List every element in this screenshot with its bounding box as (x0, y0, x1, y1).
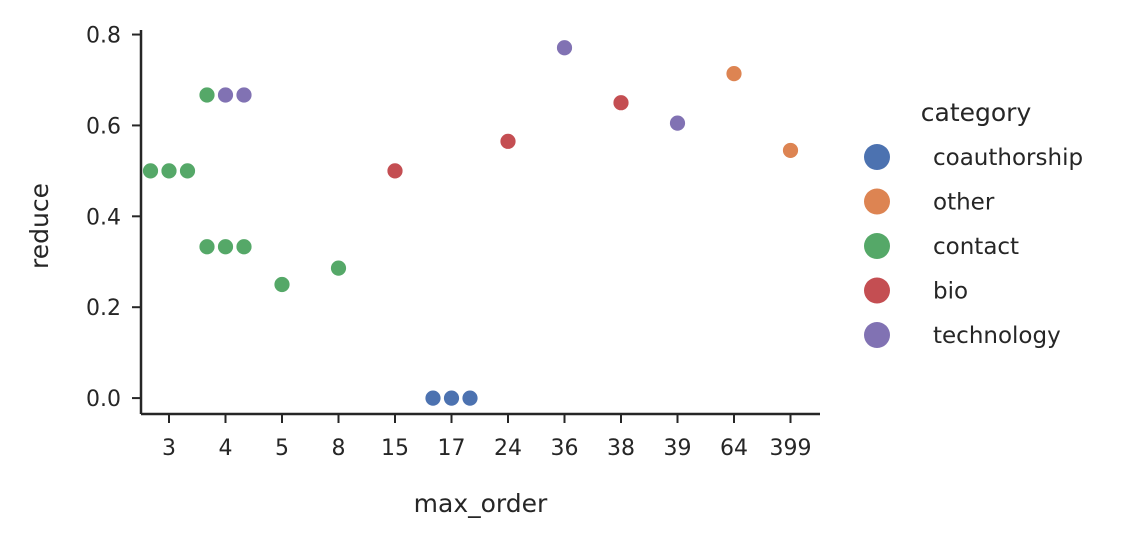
legend-label-bio: bio (933, 279, 968, 305)
point-contact-7 (273, 276, 291, 293)
x-tick-label: 64 (720, 436, 748, 461)
point-technology-3 (669, 114, 686, 132)
x-axis-ticks: 3 4 5 8 15 17 24 36 38 39 64 399 (162, 414, 812, 461)
point-bio-1 (499, 132, 517, 150)
point-contact-8 (330, 259, 347, 277)
y-tick-label: 0.6 (86, 114, 121, 139)
x-tick-label: 4 (219, 436, 233, 461)
x-axis-label: max_order (414, 489, 548, 518)
point-other-0 (725, 65, 743, 83)
point-contact-6 (235, 238, 253, 256)
x-tick-label: 5 (275, 436, 289, 461)
point-bio-2 (612, 94, 630, 112)
legend-marker-bio (864, 277, 890, 304)
data-points (142, 39, 799, 407)
point-contact-1 (160, 162, 178, 180)
x-tick-label: 36 (551, 436, 579, 461)
point-other-1 (782, 142, 799, 159)
y-tick-label: 0.2 (86, 296, 121, 321)
point-coauthorship-2 (461, 389, 479, 407)
point-coauthorship-0 (424, 389, 442, 407)
legend-label-coauthorship: coauthorship (933, 145, 1083, 171)
point-coauthorship-1 (443, 389, 460, 407)
x-tick-label: 38 (607, 436, 635, 461)
legend-label-contact: contact (933, 234, 1019, 260)
y-tick-label: 0.4 (86, 205, 121, 230)
point-contact-4 (198, 238, 216, 256)
x-tick-label: 39 (664, 436, 692, 461)
x-tick-label: 399 (770, 436, 812, 461)
legend-label-other: other (933, 190, 995, 216)
legend-marker-other (864, 188, 890, 215)
y-axis-ticks: 0.0 0.2 0.4 0.6 0.8 (86, 24, 141, 412)
x-tick-label: 3 (162, 436, 176, 461)
legend-marker-coauthorship (864, 144, 890, 170)
point-contact-2 (179, 162, 196, 180)
point-contact-0 (142, 162, 159, 180)
y-tick-label: 0.0 (86, 387, 121, 412)
legend-title: category (921, 98, 1032, 127)
x-tick-label: 15 (381, 436, 409, 461)
point-contact-5 (217, 238, 234, 256)
y-tick-label: 0.8 (86, 24, 121, 49)
x-tick-label: 17 (438, 436, 466, 461)
y-axis-label: reduce (25, 183, 54, 269)
legend-marker-technology (864, 322, 890, 348)
point-technology-2 (556, 39, 573, 57)
legend-label-technology: technology (933, 323, 1061, 349)
x-tick-label: 8 (332, 436, 346, 461)
point-technology-1 (235, 86, 253, 104)
legend: category coauthorship other contact bio tech… (864, 98, 1083, 349)
point-contact-3 (198, 86, 216, 104)
legend-marker-contact (864, 233, 890, 259)
point-bio-0 (386, 162, 404, 180)
point-technology-0 (217, 86, 234, 104)
x-tick-label: 24 (494, 436, 522, 461)
